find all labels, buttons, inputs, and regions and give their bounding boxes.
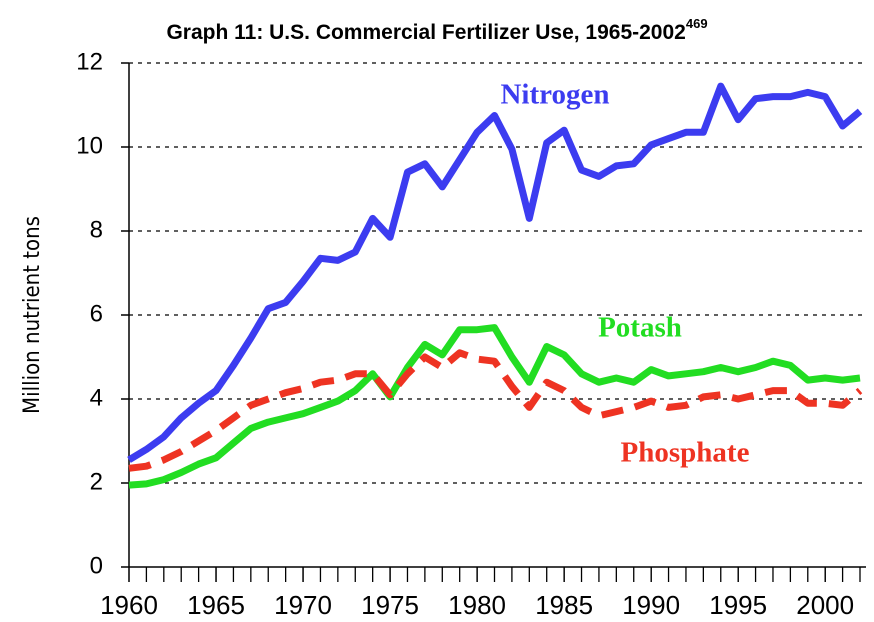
title-note: 469 xyxy=(686,16,708,31)
y-tick-label: 12 xyxy=(76,48,103,75)
y-tick-label: 2 xyxy=(90,468,103,495)
x-tick-label: 1965 xyxy=(187,590,245,620)
series-label: Potash xyxy=(598,312,682,344)
y-tick-label: 4 xyxy=(90,384,103,411)
series-line xyxy=(127,82,863,463)
y-tick-label: 6 xyxy=(90,300,103,327)
x-tick-label: 2000 xyxy=(796,590,854,620)
x-tick-label: 1960 xyxy=(100,590,158,620)
title-text: Graph 11: U.S. Commercial Fertilizer Use… xyxy=(166,21,685,44)
chart-title: Graph 11: U.S. Commercial Fertilizer Use… xyxy=(166,16,707,43)
x-tick-label: 1970 xyxy=(274,590,332,620)
y-tick-label: 0 xyxy=(90,552,103,579)
series-line xyxy=(128,349,863,472)
x-tick-label: 1985 xyxy=(535,590,593,620)
y-axis-label: Million nutrient tons xyxy=(20,216,45,414)
series-label: Nitrogen xyxy=(500,79,609,111)
y-tick-label: 10 xyxy=(76,132,103,159)
series-line xyxy=(128,324,861,489)
x-tick-label: 1995 xyxy=(709,590,767,620)
x-tick-label: 1980 xyxy=(448,590,506,620)
x-tick-label: 1975 xyxy=(361,590,419,620)
y-tick-label: 8 xyxy=(90,216,103,243)
x-tick-label: 1990 xyxy=(622,590,680,620)
series-label: Phosphate xyxy=(621,437,750,469)
